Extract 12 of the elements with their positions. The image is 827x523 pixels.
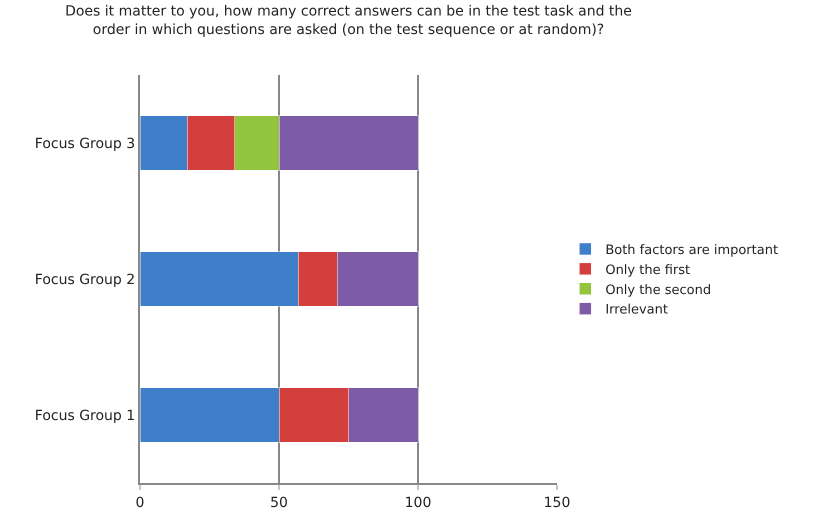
y-tick-label: Focus Group 3 — [34, 136, 136, 152]
x-tick-label: 0 — [136, 494, 144, 511]
legend-label: Only the first — [605, 262, 690, 278]
y-tick-label: Focus Group 1 — [34, 408, 136, 424]
legend-label: Both factors are important — [605, 243, 778, 258]
legend-label: Only the second — [605, 282, 712, 298]
y-tick-label: Focus Group 2 — [34, 272, 136, 288]
x-tick-label: 100 — [404, 494, 432, 511]
x-tick-label: 50 — [270, 494, 288, 511]
chart-title: Does it matter to you, how many correct answers can be in the test task and the order in which questions are asked (on the test sequence or at random)? — [65, 4, 632, 38]
x-tick-label: 150 — [544, 494, 570, 511]
legend-label: Irrelevant — [605, 302, 668, 318]
